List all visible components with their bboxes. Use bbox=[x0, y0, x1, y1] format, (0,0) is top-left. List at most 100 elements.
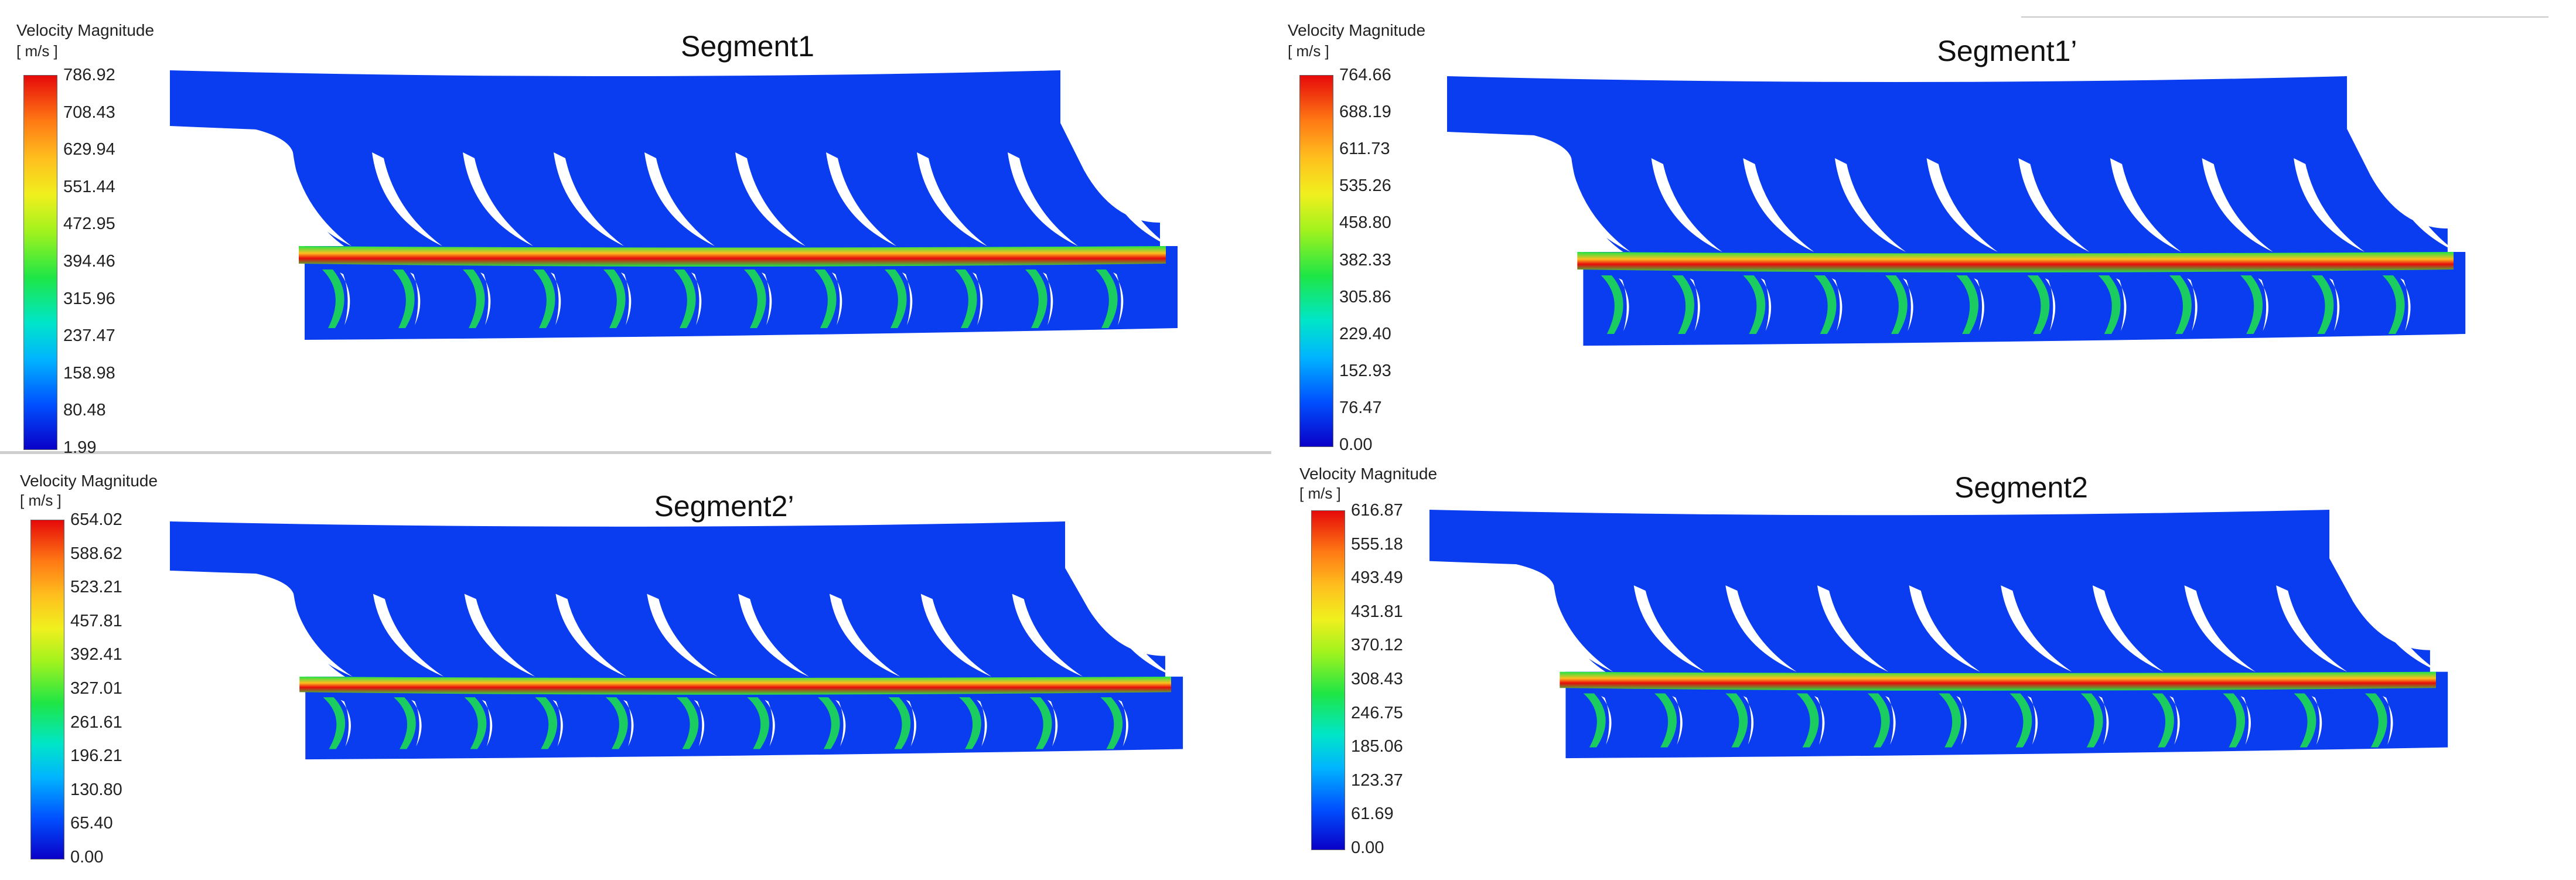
panel-segment1: Velocity Magnitude [ m/s ] 786.92 708.43 6… bbox=[0, 0, 1277, 456]
stator-vane bbox=[917, 152, 987, 246]
rotor-wake bbox=[1867, 693, 1890, 748]
colorbar-tick-label: 158.98 bbox=[63, 363, 115, 383]
rotor-blade bbox=[551, 272, 561, 325]
colorbar-tick-label: 185.06 bbox=[1351, 737, 1403, 756]
stator-vane bbox=[1926, 158, 1998, 252]
colorbar-tick-label: 764.66 bbox=[1339, 66, 1391, 84]
rotor-wake bbox=[535, 697, 558, 749]
rotor-blade bbox=[1113, 272, 1124, 325]
velocity-contour-field bbox=[1429, 510, 2448, 759]
rotor-blade bbox=[902, 272, 913, 325]
velocity-contour-field bbox=[170, 70, 1178, 340]
stator-vane bbox=[2367, 585, 2439, 672]
rotor-blade bbox=[2329, 278, 2340, 331]
colorbar-tick-label: 1.99 bbox=[63, 438, 97, 457]
stator-vane bbox=[920, 594, 992, 677]
colorbar-tick-label: 555.18 bbox=[1351, 534, 1403, 554]
colorbar-tick-label: 394.46 bbox=[63, 252, 115, 271]
colorbar-ticks: 654.02 588.62 523.21 457.81 392.41 327.01 261.… bbox=[70, 511, 141, 866]
high-velocity-band bbox=[299, 676, 1171, 695]
stator-vane bbox=[1909, 585, 1980, 672]
colorbar bbox=[1311, 510, 1345, 850]
colorbar-tick-label: 0.00 bbox=[1339, 435, 1373, 454]
colorbar-tick-label: 196.21 bbox=[70, 746, 122, 766]
rotor-blade bbox=[2258, 278, 2268, 331]
rotor-blade bbox=[1601, 696, 1612, 745]
upper-reservoir bbox=[1447, 76, 2348, 144]
rotor-blade bbox=[482, 700, 493, 747]
rotor-blade bbox=[2169, 696, 2180, 745]
rotor-wake bbox=[817, 697, 840, 749]
rotor-blade bbox=[2187, 278, 2198, 331]
rotor-wake bbox=[2098, 275, 2121, 334]
rotor-wake bbox=[1096, 270, 1118, 328]
rotor-wake bbox=[464, 697, 487, 749]
rotor-blade bbox=[2240, 696, 2251, 745]
rotor-blade bbox=[1619, 278, 1629, 331]
legend-title: Velocity Magnitude bbox=[16, 21, 155, 39]
segment-title: Segment2 bbox=[1954, 471, 2088, 504]
colorbar bbox=[30, 520, 64, 859]
colorbar-tick-label: 246.75 bbox=[1351, 703, 1403, 722]
stator-vane bbox=[281, 152, 352, 246]
rotor-blade bbox=[340, 272, 350, 325]
stator-vane bbox=[1008, 152, 1078, 246]
rotor-wake bbox=[2240, 275, 2263, 334]
stator-vane bbox=[2202, 158, 2273, 252]
stator-vane bbox=[647, 594, 718, 677]
stator-vane bbox=[2294, 158, 2365, 252]
colorbar-tick-label: 261.61 bbox=[70, 712, 122, 732]
rotor-blade bbox=[1814, 696, 1825, 745]
upper-reservoir bbox=[1429, 510, 2330, 572]
stator-vane bbox=[2184, 585, 2256, 672]
stator-vane bbox=[829, 594, 900, 677]
stator-vane bbox=[1542, 585, 1613, 672]
colorbar-tick-label: 588.62 bbox=[70, 544, 122, 563]
legend-title: Velocity Magnitude bbox=[20, 472, 158, 490]
rotor-blade bbox=[977, 700, 987, 747]
rotor-blade bbox=[1956, 696, 1967, 745]
rotor-wake bbox=[2027, 275, 2050, 334]
rotor-wake bbox=[1601, 275, 1623, 334]
stator-vane bbox=[1560, 158, 1631, 252]
stator-vane bbox=[1098, 152, 1169, 246]
rotor-wake bbox=[1939, 693, 1961, 748]
rotor-blade bbox=[2027, 696, 2038, 745]
colorbar bbox=[23, 75, 57, 450]
rotor-wake bbox=[1583, 693, 1606, 748]
rotor-wake bbox=[674, 270, 696, 328]
rotor-wake bbox=[1654, 693, 1677, 748]
colorbar bbox=[1299, 75, 1333, 447]
colorbar-tick-label: 315.96 bbox=[63, 289, 115, 308]
rotor-wake bbox=[676, 697, 699, 749]
rotor-blade bbox=[2383, 696, 2393, 745]
rotor-wake bbox=[1743, 275, 1766, 334]
rotor-wake bbox=[603, 270, 626, 328]
rotor-wake bbox=[533, 270, 555, 328]
stator-vane bbox=[463, 152, 533, 246]
segment-title: Segment1’ bbox=[1937, 35, 2077, 67]
stator-vane bbox=[1103, 594, 1175, 677]
panel-segment2: Velocity Magnitude [ m/s ] 616.87 555.18 4… bbox=[1289, 454, 2576, 880]
rotor-blade bbox=[552, 700, 563, 747]
rotor-blade bbox=[1118, 700, 1128, 747]
colorbar-tick-label: 708.43 bbox=[63, 103, 115, 122]
rotor-wake bbox=[1672, 275, 1694, 334]
rotor-wake bbox=[322, 270, 344, 328]
colorbar-tick-label: 0.00 bbox=[70, 848, 104, 867]
stator-vane bbox=[644, 152, 715, 246]
colorbar-tick-label: 0.00 bbox=[1351, 838, 1384, 857]
colorbar-tick-label: 616.87 bbox=[1351, 501, 1403, 520]
top-right-rule bbox=[2021, 16, 2548, 18]
legend-title: Velocity Magnitude bbox=[1299, 465, 1438, 483]
colorbar-tick-label: 611.73 bbox=[1339, 139, 1390, 159]
rotor-wake bbox=[744, 270, 766, 328]
colorbar-tick-label: 392.41 bbox=[70, 645, 122, 664]
stator-vane bbox=[555, 594, 627, 677]
rotor-wake bbox=[463, 270, 485, 328]
rotor-blade bbox=[973, 272, 983, 325]
colorbar-tick-label: 535.26 bbox=[1339, 176, 1391, 196]
rotor-wake bbox=[885, 270, 907, 328]
colorbar-tick-label: 523.21 bbox=[70, 578, 122, 597]
rotor-blade bbox=[762, 272, 772, 325]
